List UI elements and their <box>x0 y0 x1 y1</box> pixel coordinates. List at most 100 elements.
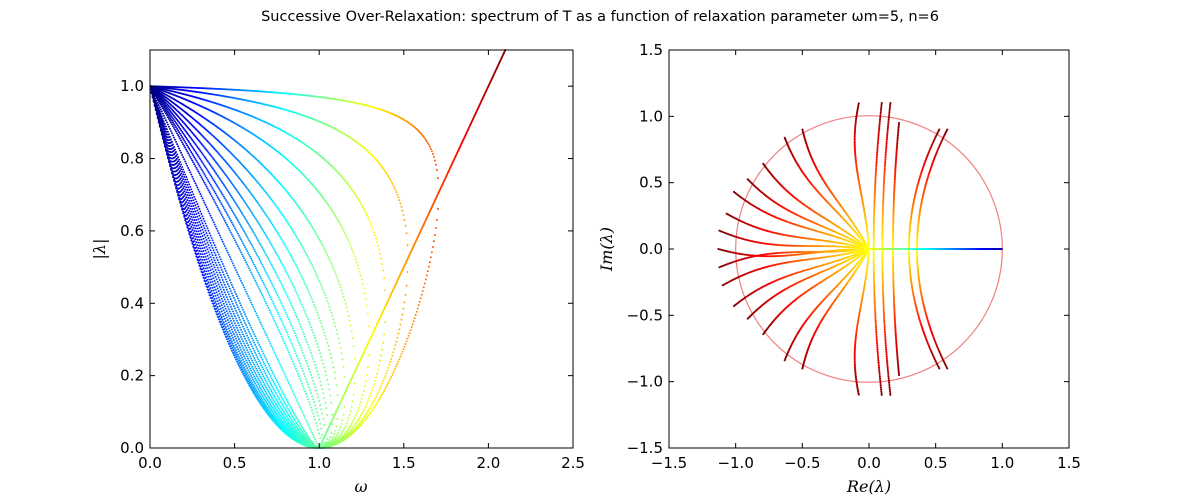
data-point <box>164 107 167 110</box>
data-point <box>221 318 224 321</box>
data-point <box>151 96 154 99</box>
data-point <box>268 386 271 389</box>
data-point <box>373 383 375 386</box>
data-point <box>396 336 399 339</box>
data-point <box>266 336 269 339</box>
data-point <box>273 304 276 307</box>
data-point <box>208 266 211 269</box>
data-point <box>436 218 438 221</box>
data-point <box>225 338 228 341</box>
data-point <box>221 286 224 289</box>
data-point <box>200 226 203 229</box>
data-point <box>283 412 286 415</box>
data-point <box>258 318 261 321</box>
data-point <box>288 194 291 197</box>
data-point <box>353 357 356 360</box>
data-point <box>344 302 347 305</box>
data-point <box>289 279 292 282</box>
data-point <box>211 254 214 257</box>
data-point <box>218 263 221 266</box>
data-point <box>269 342 272 345</box>
data-point <box>342 413 345 416</box>
data-point <box>298 299 301 302</box>
data-point <box>229 298 232 301</box>
data-point <box>163 103 166 106</box>
data-point <box>393 347 396 350</box>
data-point <box>251 244 254 247</box>
data-point <box>194 157 197 160</box>
data-point <box>267 238 270 241</box>
data-point <box>303 387 305 390</box>
data-point <box>289 195 292 198</box>
data-point <box>203 155 206 158</box>
data-point <box>323 396 326 399</box>
data-point <box>257 358 260 361</box>
data-point <box>332 211 335 214</box>
data-point <box>232 225 235 228</box>
data-point <box>207 281 210 284</box>
data-point <box>266 368 269 371</box>
data-point <box>318 418 321 421</box>
data-point <box>251 259 254 262</box>
data-point <box>258 367 261 370</box>
data-point <box>317 346 320 348</box>
data-point <box>365 214 368 217</box>
data-point <box>166 110 169 113</box>
data-point <box>299 243 302 246</box>
data-point <box>290 256 293 259</box>
data-point <box>175 121 178 124</box>
data-point <box>247 328 250 331</box>
data-point <box>277 397 280 399</box>
data-point <box>261 385 264 388</box>
data-point <box>204 243 207 246</box>
data-point <box>227 227 230 230</box>
data-point <box>223 317 226 320</box>
data-point <box>319 282 322 284</box>
data-point <box>349 410 352 412</box>
data-point <box>263 383 266 386</box>
data-point <box>384 387 387 390</box>
data-point <box>297 429 300 432</box>
data-point <box>282 241 285 244</box>
data-point <box>404 293 407 296</box>
data-point <box>259 369 262 372</box>
data-point <box>354 414 357 417</box>
left-plot-points <box>149 49 507 449</box>
data-point <box>229 347 232 350</box>
data-point <box>318 377 321 379</box>
data-point <box>212 283 215 286</box>
data-point <box>213 273 216 276</box>
data-point <box>185 196 188 199</box>
data-point <box>271 300 274 303</box>
data-point <box>222 273 225 276</box>
data-point <box>251 389 254 392</box>
data-point <box>379 396 382 399</box>
data-point <box>179 149 182 152</box>
data-point <box>165 105 168 108</box>
data-point <box>215 184 218 186</box>
data-point <box>409 329 412 332</box>
data-point <box>249 333 252 335</box>
data-point <box>253 333 256 336</box>
data-point <box>223 208 226 211</box>
data-point <box>235 216 237 219</box>
data-point <box>150 88 153 91</box>
data-point <box>218 234 221 237</box>
data-point <box>345 422 348 425</box>
data-point <box>298 272 301 274</box>
data-point <box>292 231 295 234</box>
data-point <box>295 426 298 429</box>
data-point <box>197 247 200 250</box>
data-point <box>235 317 237 320</box>
data-point <box>275 393 278 396</box>
data-point <box>285 293 288 296</box>
data-point <box>203 279 206 282</box>
data-point <box>178 147 181 150</box>
data-point <box>168 161 170 164</box>
data-point <box>169 119 171 122</box>
data-point <box>213 244 216 247</box>
data-point <box>202 256 205 258</box>
data-point <box>311 409 314 412</box>
data-point <box>231 183 234 186</box>
data-point <box>185 162 188 165</box>
